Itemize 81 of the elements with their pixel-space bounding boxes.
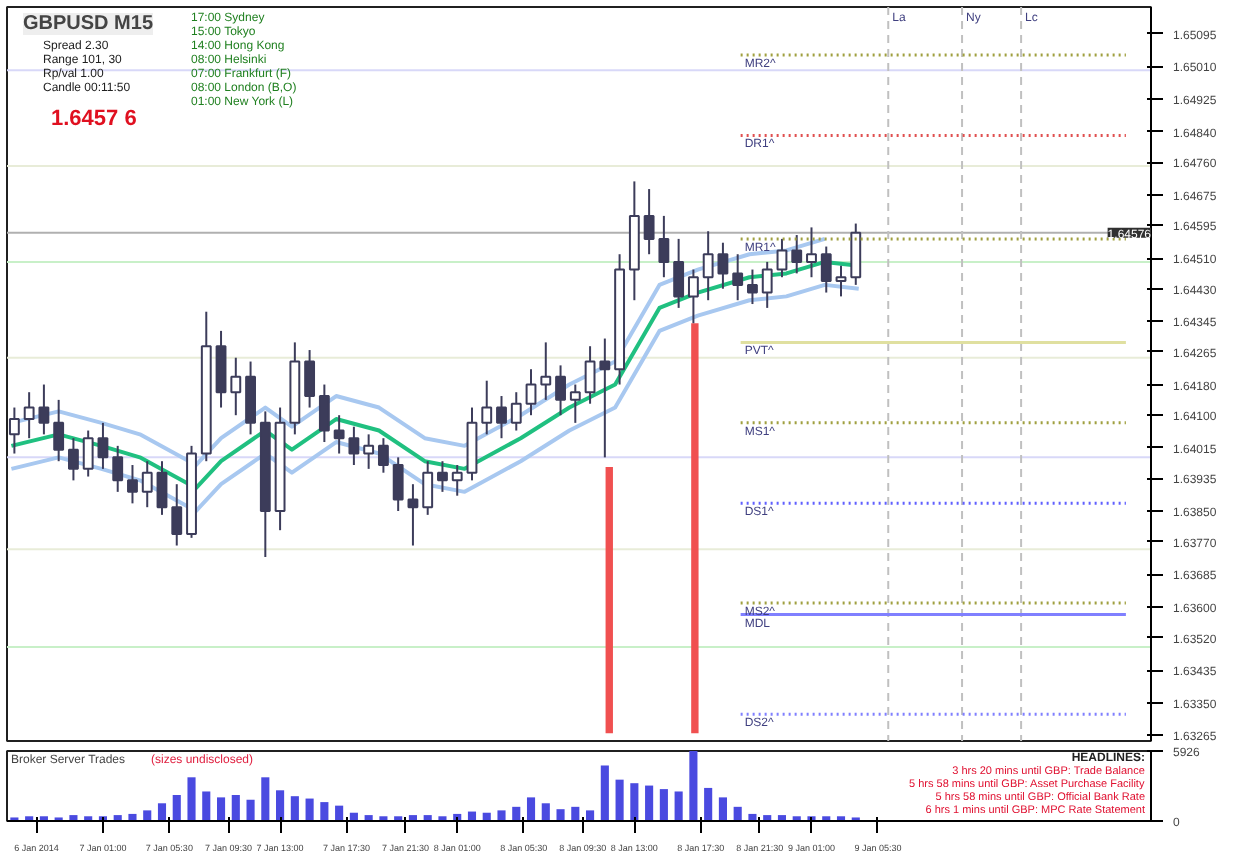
candlestick xyxy=(791,234,803,275)
bar xyxy=(128,813,137,821)
bar xyxy=(157,803,167,821)
bar xyxy=(231,795,240,821)
candlestick xyxy=(127,464,138,505)
bar xyxy=(571,806,580,821)
candlestick xyxy=(732,253,744,302)
candlestick xyxy=(141,460,153,509)
candlestick xyxy=(806,226,817,279)
candlestick xyxy=(377,437,389,474)
candlestick xyxy=(747,268,758,306)
bar xyxy=(202,791,211,821)
bar xyxy=(733,806,742,821)
candlestick xyxy=(422,460,434,516)
candlestick xyxy=(318,383,330,444)
candlestick xyxy=(304,349,316,409)
candlestick xyxy=(820,245,832,294)
candlestick xyxy=(215,329,227,409)
candlestick xyxy=(496,395,507,440)
bar xyxy=(615,779,624,821)
candlestick xyxy=(112,444,124,493)
annotation: 1.6457 6 xyxy=(51,107,137,131)
candlestick xyxy=(525,368,537,417)
candlestick xyxy=(481,379,493,436)
candlestick xyxy=(687,268,699,325)
candlestick xyxy=(850,222,862,286)
bar xyxy=(674,791,683,821)
candlestick xyxy=(835,264,847,298)
bar xyxy=(689,751,698,821)
bar xyxy=(718,797,727,821)
bar xyxy=(143,810,152,821)
line-series xyxy=(9,282,861,514)
bar xyxy=(290,796,299,821)
chart-title: GBPUSD M15 xyxy=(23,13,154,35)
candlestick xyxy=(53,398,65,463)
candlestick xyxy=(156,460,168,516)
candlestick xyxy=(171,483,183,547)
candlestick xyxy=(8,406,20,455)
bar xyxy=(497,810,506,821)
candlestick xyxy=(451,464,463,497)
candlestick xyxy=(761,260,773,309)
bar xyxy=(586,810,595,821)
candlestick xyxy=(97,421,109,470)
bar xyxy=(541,803,550,821)
candlestick xyxy=(599,337,611,459)
candlestick xyxy=(392,456,404,513)
candlestick xyxy=(555,364,566,417)
candlestick xyxy=(643,188,655,256)
candlestick xyxy=(68,437,79,482)
bar xyxy=(261,777,270,821)
candlestick xyxy=(673,237,685,309)
candlestick xyxy=(333,414,345,455)
bar xyxy=(276,790,285,821)
bar xyxy=(172,795,181,821)
candlestick xyxy=(584,345,596,405)
candlestick xyxy=(348,425,360,467)
bar xyxy=(512,806,521,821)
bar xyxy=(187,777,196,821)
candlestick xyxy=(540,341,552,401)
candlestick xyxy=(437,460,448,493)
bar xyxy=(704,787,713,821)
candlestick xyxy=(658,214,670,279)
bar xyxy=(659,789,668,821)
bar xyxy=(748,813,757,821)
candlestick xyxy=(569,383,581,424)
bar xyxy=(600,765,609,821)
bar xyxy=(645,785,654,821)
bar xyxy=(216,797,226,821)
bar xyxy=(305,798,314,821)
candlestick xyxy=(82,429,94,478)
bar xyxy=(246,799,255,821)
bar xyxy=(630,783,639,821)
candlestick xyxy=(510,391,522,432)
candlestick xyxy=(776,237,788,279)
bar xyxy=(556,809,565,821)
candlestick xyxy=(245,360,256,436)
bar xyxy=(320,802,329,821)
bar xyxy=(335,805,344,821)
candlestick xyxy=(363,433,375,470)
bar xyxy=(526,797,536,821)
candlestick xyxy=(230,356,242,417)
